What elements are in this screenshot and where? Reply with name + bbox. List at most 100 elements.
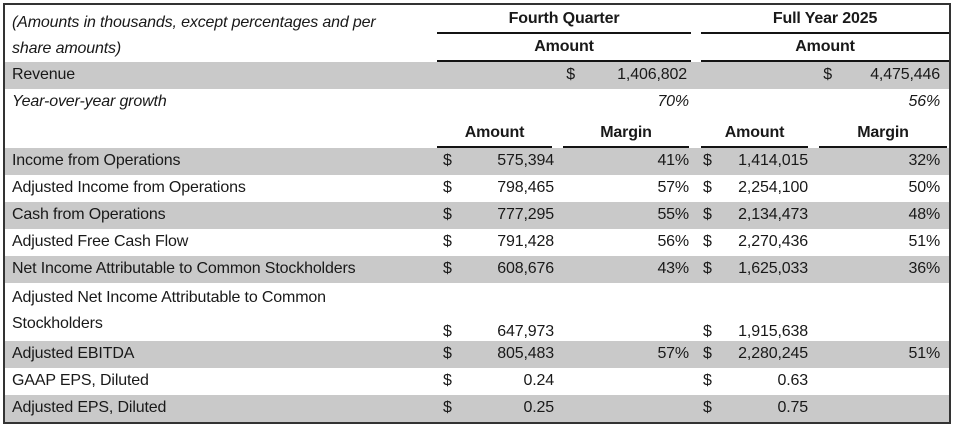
- q4-amount-cell: $575,394: [437, 148, 557, 175]
- dollar-sign: $: [443, 345, 452, 363]
- dollar-sign: $: [703, 233, 712, 251]
- fy-amount-subheader-cell: Amount: [701, 115, 813, 148]
- dollar-sign: $: [443, 152, 452, 170]
- q4-period-header-cell: Fourth Quarter: [437, 5, 692, 35]
- q4-period-title: Fourth Quarter: [437, 10, 692, 35]
- fy-amount-cell: $2,280,245: [701, 341, 814, 368]
- column-gap: [691, 115, 701, 148]
- q4-amount-subheader: Amount: [437, 124, 552, 148]
- row-label: GAAP EPS, Diluted: [12, 372, 149, 390]
- row-label: Year-over-year growth: [12, 92, 167, 110]
- q4-amount-cell: $798,465: [437, 175, 557, 202]
- table-row: Cash from Operations $777,295 55% $2,134…: [5, 202, 950, 229]
- table-note-line1: (Amounts in thousands, except percentage…: [12, 14, 376, 31]
- fy-margin-cell: 32%: [813, 148, 950, 175]
- dollar-sign: $: [703, 179, 712, 197]
- column-gap: [691, 175, 701, 202]
- fy-margin-cell: 36%: [813, 256, 950, 283]
- q4-combined-amount-header: Amount: [437, 38, 692, 62]
- dollar-sign: $: [566, 66, 576, 84]
- q4-growth-value: 70%: [657, 92, 690, 110]
- column-gap: [691, 62, 702, 89]
- q4-revenue-value: 1,406,802: [617, 66, 688, 84]
- table-note: (Amounts in thousands, except percentage…: [5, 5, 437, 62]
- q4-margin-cell: 41%: [557, 148, 692, 175]
- q4-margin-cell: [557, 395, 692, 422]
- row-label: Adjusted Free Cash Flow: [12, 233, 189, 251]
- dollar-sign: $: [703, 345, 712, 363]
- fy-margin-cell: 50%: [908, 179, 941, 197]
- q4-amount-value: 608,676: [497, 260, 554, 278]
- fy-amount-value: 0.63: [777, 372, 809, 390]
- q4-amount-value: 575,394: [497, 152, 554, 170]
- empty-cell: [5, 115, 437, 148]
- fy-margin-subheader: Margin: [819, 124, 948, 148]
- dollar-sign: $: [703, 322, 712, 340]
- dollar-sign: $: [703, 399, 712, 417]
- q4-margin-subheader: Margin: [563, 124, 690, 148]
- fy-amount-cell: $2,134,473: [701, 202, 814, 229]
- fy-amount-value: 1,414,015: [738, 152, 809, 170]
- q4-amount-value: 791,428: [497, 233, 554, 251]
- fy-amount-subheader: Amount: [701, 124, 809, 148]
- fy-amount-value: 1,915,638: [738, 322, 809, 340]
- fy-growth-value: 56%: [908, 92, 941, 110]
- column-gap: [691, 229, 701, 256]
- table-row: Adjusted EBITDA $805,483 57% $2,280,245 …: [5, 341, 950, 368]
- q4-amount-cell: $777,295: [437, 202, 557, 229]
- dollar-sign: $: [443, 233, 452, 251]
- q4-amount-value: 0.25: [523, 399, 554, 417]
- q4-revenue-cell: $1,406,802: [437, 62, 692, 89]
- fy-period-header-cell: Full Year 2025: [701, 5, 950, 35]
- column-gap: [691, 256, 702, 283]
- q4-amount-cell: $647,973: [437, 283, 557, 341]
- row-label-line2: Stockholders: [12, 315, 103, 332]
- column-gap: [691, 89, 701, 115]
- fy-margin-subheader-cell: Margin: [813, 115, 949, 148]
- q4-amount-value: 647,973: [497, 322, 554, 340]
- fy-margin-cell: 48%: [813, 202, 950, 229]
- q4-margin-subheader-cell: Margin: [557, 115, 691, 148]
- fy-amount-value: 0.75: [777, 399, 809, 417]
- fy-amount-cell: $2,254,100: [701, 175, 813, 202]
- column-gap: [691, 341, 702, 368]
- dollar-sign: $: [443, 179, 452, 197]
- fy-amount-cell: $2,270,436: [701, 229, 813, 256]
- dollar-sign: $: [443, 322, 452, 340]
- table-row: Adjusted Free Cash Flow $791,428 56% $2,…: [5, 229, 949, 256]
- fy-amount-cell: $0.63: [701, 368, 813, 395]
- fy-period-title: Full Year 2025: [701, 10, 950, 35]
- q4-margin-cell: [557, 368, 691, 395]
- fy-amount-cell: $1,414,015: [701, 148, 814, 175]
- row-label: Adjusted Income from Operations: [12, 179, 246, 197]
- column-gap: [691, 148, 702, 175]
- financial-highlights-table: (Amounts in thousands, except percentage…: [3, 3, 952, 424]
- fy-amount-value: 2,254,100: [738, 179, 809, 197]
- dollar-sign: $: [823, 66, 833, 84]
- dollar-sign: $: [703, 152, 712, 170]
- fy-amount-header-cell: Amount: [701, 34, 950, 62]
- table-row: Income from Operations $575,394 41% $1,4…: [5, 148, 950, 175]
- column-gap: [691, 283, 701, 341]
- column-gap: [691, 5, 701, 34]
- row-label: Cash from Operations: [5, 202, 437, 229]
- dollar-sign: $: [443, 399, 452, 417]
- q4-margin-cell: 56%: [657, 233, 690, 251]
- column-gap: [691, 395, 702, 422]
- fy-amount-value: 1,625,033: [738, 260, 809, 278]
- fy-amount-cell: $0.75: [701, 395, 814, 422]
- header-row-periods: (Amounts in thousands, except percentage…: [5, 5, 950, 57]
- q4-margin-cell: [557, 283, 691, 341]
- fy-amount-value: 2,134,473: [738, 206, 809, 224]
- q4-amount-cell: $0.24: [437, 368, 557, 395]
- column-gap: [691, 202, 702, 229]
- row-label: Revenue: [5, 62, 437, 89]
- fy-amount-value: 2,270,436: [738, 233, 809, 251]
- table-note-line2: share amounts): [12, 40, 122, 57]
- row-label: Net Income Attributable to Common Stockh…: [5, 256, 437, 283]
- fy-combined-amount-header: Amount: [701, 38, 950, 62]
- dollar-sign: $: [703, 372, 712, 390]
- fy-margin-cell: 51%: [908, 233, 941, 251]
- q4-amount-cell: $608,676: [437, 256, 557, 283]
- dollar-sign: $: [703, 206, 712, 224]
